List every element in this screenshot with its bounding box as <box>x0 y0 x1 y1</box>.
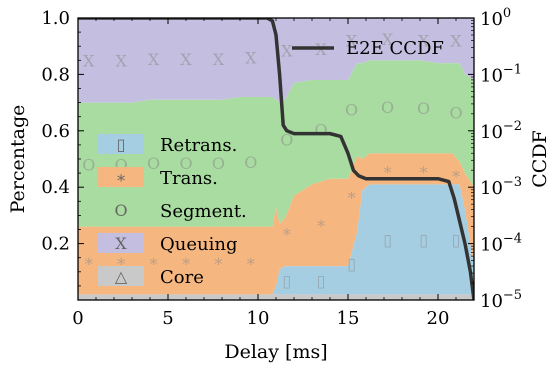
area-marker: X <box>245 48 257 67</box>
area-marker: ▯ <box>452 230 461 249</box>
stacked-areas <box>78 18 474 300</box>
area-marker: O <box>345 101 358 120</box>
legend-swatch <box>98 233 144 253</box>
area-marker: X <box>382 30 394 49</box>
legend-label: Queuing <box>160 234 237 255</box>
y-right-tick-label: 10−5 <box>480 288 522 312</box>
area-segment <box>78 60 474 227</box>
area-marker: ▯ <box>347 254 356 273</box>
area-marker: ∗ <box>451 164 462 183</box>
area-marker: ∗ <box>245 252 256 271</box>
legend-marker: ▯ <box>117 135 126 154</box>
area-marker: ∗ <box>116 252 127 271</box>
axis-ticks: 0 5 10 15 20 0.2 0.4 0.6 0.8 1.0 100 10−1 10−2 10−3 10… <box>41 6 522 329</box>
area-marker: ∗ <box>148 252 159 271</box>
area-marker: ▯ <box>317 271 326 290</box>
area-marker: ∗ <box>181 252 192 271</box>
area-marker: O <box>147 154 160 173</box>
area-marker: ∗ <box>316 213 327 232</box>
ccdf-line <box>78 18 474 300</box>
area-retrans <box>78 184 474 295</box>
ccdf-line-group <box>78 18 474 300</box>
legend-swatch <box>98 200 144 220</box>
legend-marker: ∗ <box>116 168 127 187</box>
area-marker: X <box>418 32 430 51</box>
area-marker: ∗ <box>213 252 224 271</box>
area-marker: ∗ <box>83 252 94 271</box>
y-axis-label: Percentage <box>7 105 29 214</box>
legend-right: E2E CCDF <box>292 38 444 59</box>
area-marker: O <box>82 156 95 175</box>
legend-label: Segment. <box>160 201 247 222</box>
legend-marker: O <box>114 201 127 220</box>
legend-swatch <box>98 167 144 187</box>
x-tick-label: 5 <box>162 308 173 329</box>
area-marker: X <box>346 32 358 51</box>
area-marker: O <box>280 130 293 149</box>
area-marker: X <box>83 51 95 70</box>
area-marker: X <box>116 51 128 70</box>
x-tick-label: 20 <box>427 308 450 329</box>
area-marker: X <box>450 32 462 51</box>
legend-swatch <box>98 266 144 286</box>
area-marker: ∗ <box>281 222 292 241</box>
area-marker: O <box>179 154 192 173</box>
area-marker: X <box>281 41 293 60</box>
x-tick-label: 15 <box>337 308 360 329</box>
legend-label: Retrans. <box>160 135 237 156</box>
x-tick-label: 0 <box>72 308 83 329</box>
area-queuing <box>78 18 474 103</box>
y-right-tick-label: 100 <box>480 6 511 30</box>
y-right-tick-label: 10−1 <box>480 62 522 86</box>
area-marker: X <box>148 50 160 69</box>
area-marker: O <box>449 103 462 122</box>
legend-label: Trans. <box>160 168 218 189</box>
area-marker: ∗ <box>346 185 357 204</box>
y-tick-label: 0.4 <box>41 177 70 198</box>
legend-label: Core <box>160 267 204 288</box>
area-marker: ▯ <box>282 271 291 290</box>
legend-marker: X <box>115 234 127 253</box>
area-marker: ▯ <box>383 230 392 249</box>
x-axis-label: Delay [ms] <box>224 341 327 363</box>
area-marker: ∗ <box>418 160 429 179</box>
area-marker: O <box>381 98 394 117</box>
area-marker: ∗ <box>382 160 393 179</box>
area-marker: X <box>213 50 225 69</box>
y-right-tick-label: 10−4 <box>480 232 522 256</box>
area-marker: ▯ <box>419 230 428 249</box>
legend-swatch <box>98 134 144 154</box>
y-right-tick-label: 10−2 <box>480 119 522 143</box>
legend-marker: △ <box>115 267 128 286</box>
y-axis-label-right: CCDF <box>529 130 551 188</box>
area-marker: O <box>244 153 257 172</box>
x-tick-label: 10 <box>247 308 270 329</box>
y-tick-label: 0.6 <box>41 121 70 142</box>
area-marker: X <box>180 50 192 69</box>
y-tick-label: 0.2 <box>41 234 70 255</box>
area-trans <box>78 153 474 295</box>
area-marker: O <box>417 99 430 118</box>
legend-left: ▯ Retrans.∗ Trans.O Segment.X Queuing△ Core <box>98 134 247 288</box>
y-tick-label: 1.0 <box>41 8 70 29</box>
area-marker: O <box>314 120 327 139</box>
y-right-tick-label: 10−3 <box>480 175 522 199</box>
y-tick-label: 0.8 <box>41 64 70 85</box>
area-marker: O <box>212 154 225 173</box>
legend-label: E2E CCDF <box>346 38 444 59</box>
